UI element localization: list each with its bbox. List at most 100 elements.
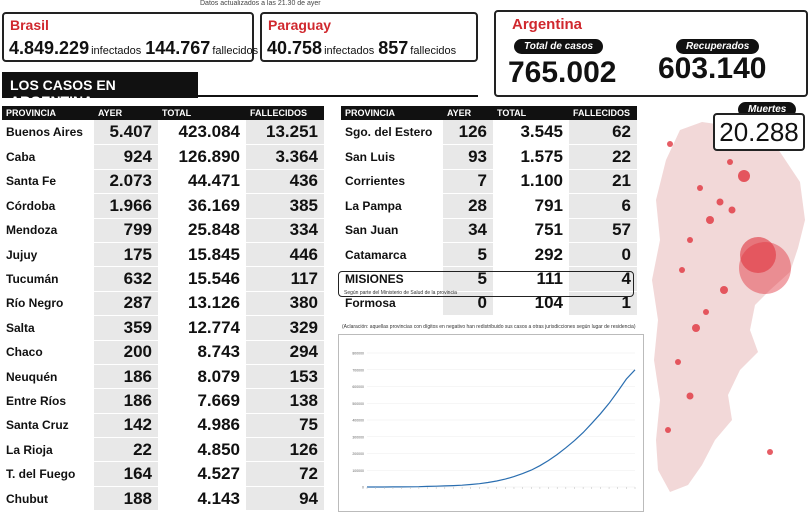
province-cell: Santa Fe	[2, 168, 94, 193]
total-cell: 111	[493, 266, 569, 290]
argentina-title: Argentina	[512, 16, 583, 33]
recovered-label: Recuperados	[676, 39, 760, 54]
total-cases-label: Total de casos	[514, 39, 604, 54]
paraguay-deaths: 857	[378, 38, 409, 58]
yesterday-cell: 22	[94, 437, 158, 462]
total-cell: 751	[493, 217, 569, 242]
table-row: Salta 359 12.774 329	[2, 315, 324, 340]
total-cell: 44.471	[158, 168, 246, 193]
table-row: Sgo. del Estero 126 3.545 62	[341, 120, 637, 145]
chart-note: (Aclaración: aquellas provincias con díg…	[342, 324, 636, 330]
yesterday-cell: 287	[94, 290, 158, 316]
yesterday-cell: 359	[94, 315, 158, 340]
total-cases-value: 765.002	[508, 56, 617, 89]
province-cell: Chubut	[2, 485, 94, 510]
yesterday-cell: 7	[443, 168, 493, 194]
province-cell: T. del Fuego	[2, 461, 94, 485]
deaths-cell: 138	[246, 388, 324, 413]
table-row: Chubut 188 4.143 94	[2, 485, 324, 511]
table-row: Caba 924 126.890 3.364	[2, 144, 324, 169]
total-cell: 3.545	[520, 122, 563, 142]
section-title: LOS CASOS EN ARGENTINA	[2, 72, 198, 109]
case-bubble	[697, 185, 703, 191]
yesterday-cell: 188	[94, 485, 158, 511]
yesterday-cell: 5	[443, 241, 493, 267]
misiones-highlight: Según parte del Ministerio de Salud de l…	[338, 271, 634, 297]
deaths-cell: 57	[569, 217, 637, 242]
province-cell: Chaco	[2, 339, 94, 364]
total-cell: 8.743	[158, 339, 246, 364]
y-tick-label: 500000	[352, 402, 364, 406]
case-bubble	[720, 286, 728, 294]
section-divider	[198, 95, 478, 97]
deaths-cell: 117	[246, 266, 324, 291]
table-row: MISIONES 5 111 4	[341, 266, 637, 291]
total-cell: 1.100	[493, 168, 569, 193]
total-cell: 4.850	[158, 437, 246, 461]
case-bubble	[665, 427, 671, 433]
deaths-cell: 385	[246, 193, 324, 218]
deaths-cell: 21	[569, 168, 637, 194]
province-cell: Corrientes	[341, 168, 443, 193]
brasil-infected: 4.849.229	[9, 38, 90, 58]
table-row: San Luis 93 1.575 22	[341, 144, 637, 169]
deaths-cell: 446	[246, 241, 324, 267]
brasil-infected-label: infectados	[91, 45, 142, 57]
province-cell: San Juan	[341, 217, 443, 242]
deaths-cell: 22	[569, 144, 637, 169]
total-cell: 4.143	[158, 485, 246, 510]
deaths-cell: 153	[246, 363, 324, 389]
province-cell: Buenos Aires	[6, 125, 83, 140]
yesterday-cell: 5.407	[94, 120, 158, 145]
deaths-cell: 294	[246, 339, 324, 364]
province-cell: Tucumán	[2, 266, 94, 290]
paraguay-card: Paraguay 40.758 infectados 857 fallecido…	[260, 12, 478, 62]
y-tick-label: 600000	[352, 385, 364, 389]
province-cell: Entre Ríos	[2, 388, 94, 412]
provinces-table-right: PROVINCIA AYER TOTAL FALLECIDOS Sgo. del…	[341, 106, 637, 316]
total-cell: 12.774	[158, 315, 246, 339]
yesterday-cell: 28	[443, 193, 493, 218]
table-row: Santa Fe 2.073 44.471 436	[2, 168, 324, 194]
provinces-table-left: PROVINCIA AYER TOTAL FALLECIDOS Buenos A…	[2, 106, 324, 511]
y-tick-label: 400000	[352, 419, 364, 423]
brasil-deaths: 144.767	[145, 38, 211, 58]
table-row: Santa Cruz 142 4.986 75	[2, 412, 324, 438]
yesterday-cell: 1.966	[94, 193, 158, 218]
case-bubble	[686, 392, 694, 400]
y-tick-label: 200000	[352, 452, 364, 456]
yesterday-cell: 175	[94, 241, 158, 267]
table-row: Mendoza 799 25.848 334	[2, 217, 324, 242]
province-cell: Santa Cruz	[2, 412, 94, 437]
misiones-note: Según parte del Ministerio de Salud de l…	[344, 290, 457, 296]
deaths-cell: 329	[246, 315, 324, 340]
table-row: T. del Fuego 164 4.527 72	[2, 461, 324, 486]
total-cell: 292	[493, 241, 569, 266]
header-total: TOTAL	[158, 106, 246, 120]
province-cell: Neuquén	[2, 363, 94, 388]
yesterday-cell: 186	[94, 363, 158, 389]
case-bubble	[679, 267, 685, 273]
case-bubble	[667, 141, 673, 147]
deaths-cell: 0	[569, 241, 637, 267]
yesterday-cell: 924	[94, 144, 158, 169]
table-row: San Juan 34 751 57	[341, 217, 637, 242]
deaths-cell: 6	[569, 193, 637, 218]
case-bubble	[675, 359, 681, 365]
header-yesterday: AYER	[94, 106, 158, 120]
deaths-cell: 380	[246, 290, 324, 316]
province-cell: MISIONES	[341, 266, 443, 290]
total-cell: 25.848	[158, 217, 246, 242]
y-tick-label: 300000	[352, 435, 364, 439]
total-cell: 4.986	[158, 412, 246, 437]
deaths-cell: 126	[246, 437, 324, 462]
y-tick-label: 700000	[352, 368, 364, 372]
province-cell: Caba	[2, 144, 94, 168]
province-cell: La Rioja	[2, 437, 94, 461]
deaths-cell: 13.251	[246, 120, 324, 145]
total-cell: 4.527	[158, 461, 246, 485]
province-cell: La Pampa	[341, 193, 443, 217]
y-tick-label: 0	[362, 486, 364, 490]
case-bubble	[687, 237, 693, 243]
province-cell: Córdoba	[2, 193, 94, 217]
